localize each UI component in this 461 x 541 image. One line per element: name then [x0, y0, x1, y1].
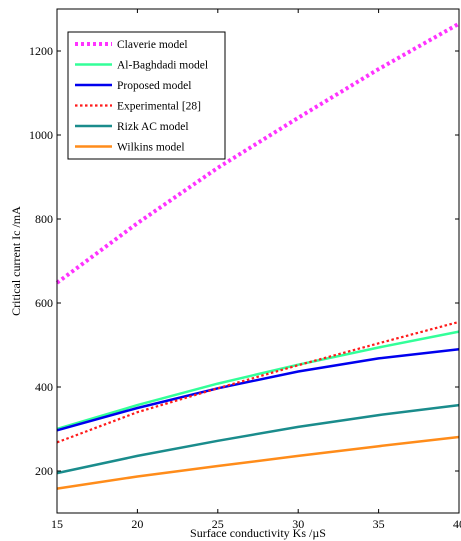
- y-tick-label: 1000: [29, 128, 53, 142]
- y-axis-title: Critical current Ic /mA: [9, 206, 23, 316]
- x-tick-label: 40: [453, 517, 461, 531]
- legend-label-wilkins-model: Wilkins model: [117, 142, 185, 154]
- series-line-wilkins-model: [56, 435, 460, 490]
- x-tick-label: 20: [131, 517, 143, 531]
- legend-items: Claverie model Al-Baghdadi model Proposed …: [75, 39, 208, 154]
- legend-label-claverie-model: Claverie model: [117, 39, 188, 51]
- series-line-experimental-28: [56, 320, 460, 444]
- x-tick-label: 15: [51, 517, 63, 531]
- y-tick-label: 600: [35, 296, 53, 310]
- y-tick-label: 400: [35, 380, 53, 394]
- legend-label-al-baghdadi-model: Al-Baghdadi model: [117, 60, 208, 72]
- legend-box: [67, 31, 226, 160]
- x-tick-label: 35: [373, 517, 385, 531]
- x-axis-title: Surface conductivity Ks /µS: [190, 526, 326, 540]
- ticks-layer: 15 20 25 30 35 40 200 400 600 800 1000 1200: [29, 9, 461, 531]
- legend-label-rizk-ac-model: Rizk AC model: [117, 121, 189, 133]
- series-line-rizk-ac-model: [56, 403, 460, 475]
- series-line-al-baghdadi-model: [56, 330, 460, 431]
- plot-frame: [56, 8, 460, 514]
- legend-label-experimental-28: Experimental [28]: [117, 101, 201, 113]
- series-layer: [55, 21, 460, 490]
- y-tick-label: 200: [35, 464, 53, 478]
- legend-label-proposed-model: Proposed model: [117, 80, 191, 92]
- x-tick-label: 25: [212, 517, 224, 531]
- y-tick-label: 1200: [29, 44, 53, 58]
- legend: Claverie model Al-Baghdadi model Proposed …: [67, 31, 226, 160]
- series-line-proposed-model: [56, 347, 460, 432]
- y-tick-label: 800: [35, 212, 53, 226]
- x-tick-label: 30: [292, 517, 304, 531]
